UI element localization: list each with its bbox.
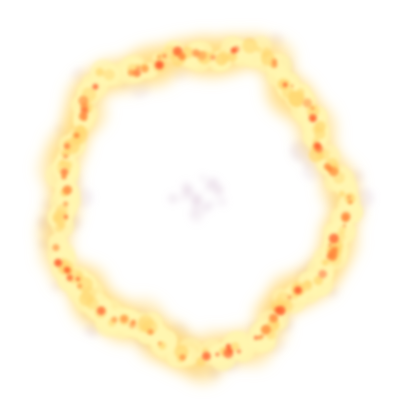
ember-spot [348, 200, 353, 205]
ember-spot [96, 306, 106, 316]
ember-spot [140, 65, 149, 73]
ember-spot [282, 82, 288, 88]
center-smoke-puff [204, 185, 211, 192]
flame-blob [321, 259, 329, 266]
flame-blob [54, 223, 64, 233]
center-smoke-puff [199, 174, 206, 181]
ember-spot [223, 348, 234, 359]
ember-spot [154, 60, 164, 70]
ember-spot [61, 174, 67, 180]
ember-spot [179, 354, 186, 361]
flame-blob [338, 226, 347, 235]
ember-spot [294, 286, 302, 295]
flame-blob [230, 341, 240, 352]
ember-spot [60, 168, 69, 176]
center-smoke [168, 174, 227, 224]
ember-spot [162, 53, 167, 59]
center-smoke-puff [190, 211, 203, 224]
ember-spot [92, 83, 99, 90]
ember-spot [63, 214, 68, 220]
ember-spot [313, 142, 321, 150]
ember-spot [259, 334, 264, 339]
ember-spot [271, 62, 278, 68]
flame-blob [142, 319, 158, 335]
ember-spot [62, 185, 73, 195]
ember-spot [130, 319, 136, 325]
ember-spot [63, 143, 71, 150]
center-smoke-puff [214, 186, 223, 195]
ember-spot [328, 243, 332, 247]
flame-blob [242, 38, 258, 54]
ember-spot [328, 233, 339, 244]
ember-spot [73, 132, 80, 139]
ember-spot [275, 305, 286, 316]
center-smoke-puff [179, 194, 188, 203]
ember-spot [236, 349, 242, 354]
ember-spot [77, 283, 83, 289]
ember-spot [342, 224, 346, 228]
ember-spot [66, 274, 74, 282]
ember-spot [111, 316, 118, 323]
ember-spot [308, 114, 317, 123]
ember-spot [318, 269, 328, 279]
ember-spot [63, 154, 68, 159]
ember-spot [78, 111, 88, 121]
flame-blob [218, 50, 229, 61]
flame-blob [338, 190, 346, 197]
ember-spot [328, 252, 338, 261]
ember-spot [253, 335, 259, 340]
ember-spot [347, 195, 351, 199]
flame-blob [255, 46, 262, 53]
ember-spot [136, 66, 140, 70]
flame-blob [61, 148, 71, 158]
flame-blob [306, 104, 320, 118]
ember-spot [197, 51, 207, 61]
ember-spot [269, 313, 279, 323]
flame-blob [288, 90, 304, 107]
ember-spot [331, 246, 339, 254]
ember-spot [63, 266, 70, 273]
ember-spot [78, 95, 89, 106]
center-smoke-puff [168, 193, 179, 204]
ember-spot [63, 201, 69, 207]
flame-blob [314, 127, 326, 140]
ember-spot [157, 55, 161, 59]
flame-blob [103, 69, 116, 81]
ember-spot [230, 47, 237, 54]
flame-blob [319, 149, 330, 161]
flame-blob [313, 275, 324, 286]
ember-spot [178, 52, 186, 61]
ember-spot [54, 258, 63, 267]
ember-spot [210, 54, 216, 61]
ember-spot [158, 341, 162, 345]
ember-spot [147, 328, 154, 335]
ember-spot [310, 106, 315, 111]
flame-blob [262, 47, 271, 56]
ember-spot [120, 315, 128, 323]
ember-spot [215, 352, 220, 357]
center-smoke-puff [201, 203, 206, 209]
flame-blob [95, 67, 105, 77]
ember-spot [52, 244, 60, 252]
ember-spot [341, 213, 350, 223]
ember-spot [290, 84, 294, 88]
ember-spot [225, 343, 232, 349]
ember-spot [260, 324, 271, 335]
ember-spot [302, 98, 312, 108]
flame-blob [81, 286, 97, 302]
ember-spot [133, 69, 142, 77]
center-smoke-puff [217, 196, 227, 207]
ember-spots [52, 45, 353, 361]
ember-spot [75, 277, 80, 281]
flame-blob [52, 209, 68, 225]
ember-spot [326, 165, 333, 172]
ember-spot [202, 351, 211, 361]
ember-spot [127, 69, 135, 77]
ember-spot [287, 295, 292, 300]
center-smoke-puff [191, 195, 202, 206]
